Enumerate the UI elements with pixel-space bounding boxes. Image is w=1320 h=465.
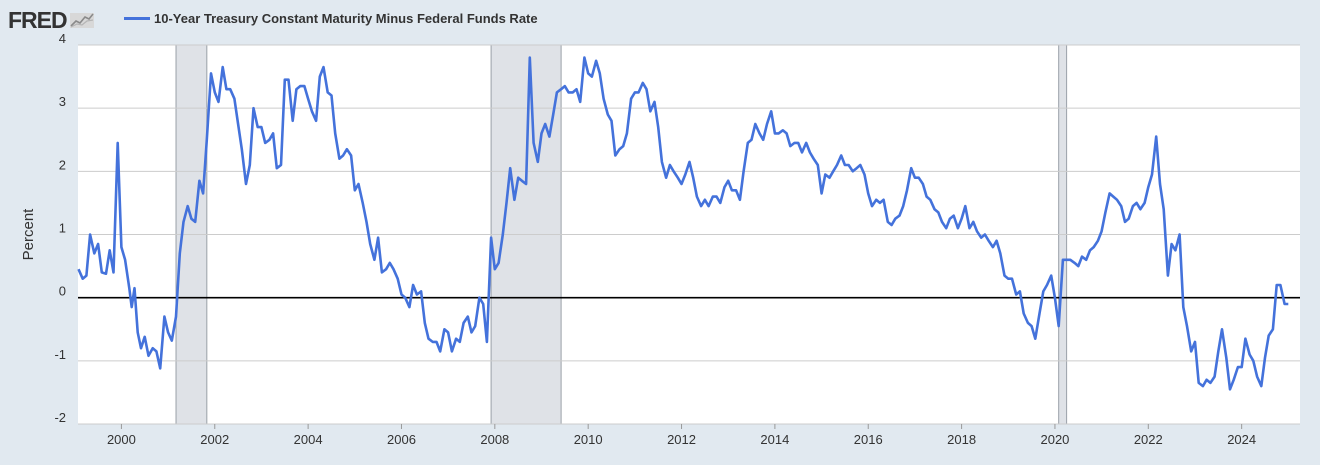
series-line[interactable] [77,56,1289,391]
x-tick-label: 2018 [947,432,976,447]
y-tick-label: 4 [59,31,66,46]
y-tick-label: 1 [59,221,66,236]
x-tick-label: 2002 [200,432,229,447]
fred-logo[interactable]: FRED [8,7,95,33]
y-tick-label: 0 [59,284,66,299]
y-tick-label: 3 [59,94,66,109]
fred-logo-text: FRED [8,7,68,33]
x-tick-label: 2006 [387,432,416,447]
x-tick-label: 2024 [1227,432,1256,447]
y-tick-label: 2 [59,157,66,172]
legend: 10-Year Treasury Constant Maturity Minus… [124,11,538,26]
x-tick-label: 2004 [294,432,323,447]
x-tick-label: 2016 [854,432,883,447]
y-tick-label: -1 [54,347,66,362]
y-axis-label: Percent [20,208,37,261]
x-tick-label: 2014 [760,432,789,447]
x-tick-label: 2010 [574,432,603,447]
legend-swatch [124,17,150,20]
x-tick-label: 2022 [1134,432,1163,447]
chart-header: FRED 10-Year Treasury Constant Maturity … [0,0,1320,40]
x-tick-label: 2008 [480,432,509,447]
trend-chart-icon [69,13,94,28]
y-tick-label: -2 [54,410,66,425]
x-tick-label: 2000 [107,432,136,447]
x-tick-label: 2012 [667,432,696,447]
x-tick-label: 2020 [1040,432,1069,447]
legend-label: 10-Year Treasury Constant Maturity Minus… [154,11,538,26]
